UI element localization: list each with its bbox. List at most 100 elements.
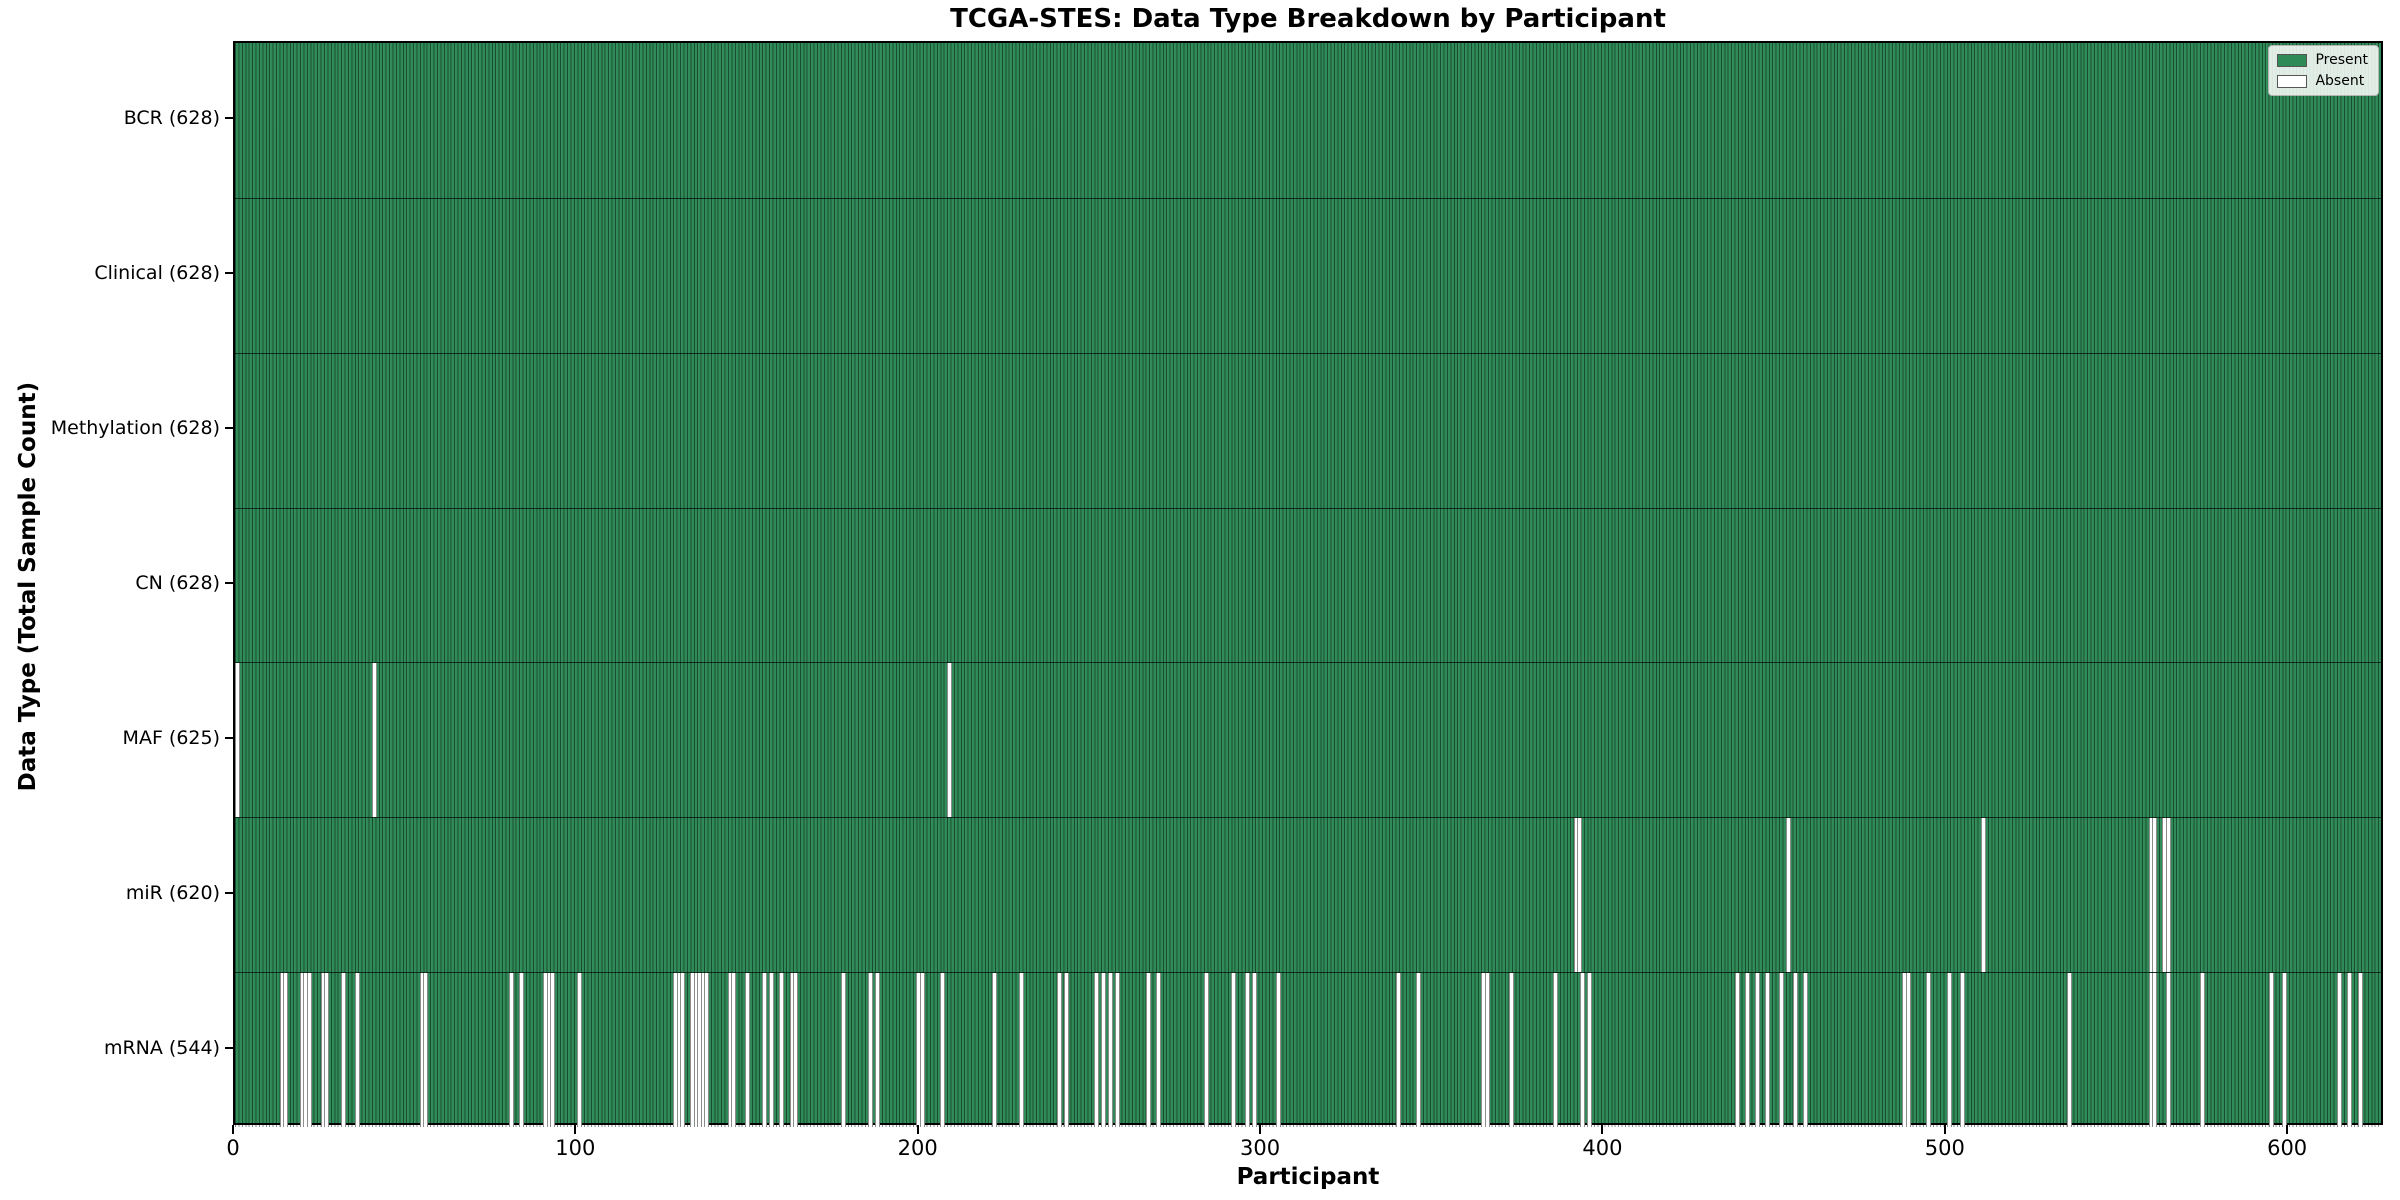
- x-tick-label-400: 400: [1582, 1136, 1623, 1160]
- y-tick-mark: [225, 736, 233, 739]
- absent-bar: [2282, 973, 2288, 1127]
- absent-bar: [282, 973, 288, 1127]
- x-tick-label-500: 500: [1924, 1136, 1965, 1160]
- absent-bar: [1244, 973, 1250, 1127]
- x-tick-mark: [916, 1125, 919, 1134]
- absent-bar: [919, 973, 925, 1127]
- row-mRNA: [235, 972, 2381, 1127]
- y-tick-mark: [225, 582, 233, 584]
- absent-bar: [1416, 973, 1422, 1127]
- absent-bar: [1744, 973, 1750, 1127]
- x-tick-mark: [1943, 1125, 1946, 1134]
- absent-bar: [704, 973, 710, 1127]
- absent-bar: [1108, 973, 1113, 1127]
- y-tick-mark: [225, 891, 233, 894]
- absent-bar: [423, 973, 429, 1127]
- absent-bar: [1792, 973, 1798, 1127]
- absent-bar: [868, 973, 874, 1127]
- absent-bar: [1395, 973, 1401, 1127]
- y-tick-mark: [225, 117, 233, 120]
- absent-bar: [1580, 973, 1586, 1127]
- row-MAF: [235, 662, 2381, 818]
- y-tick-label-CN: CN (628): [135, 572, 220, 594]
- x-axis-title: Participant: [1236, 1164, 1380, 1190]
- x-tick-label-200: 200: [897, 1136, 938, 1160]
- y-tick-label-Methylation: Methylation (628): [50, 417, 220, 440]
- absent-bar: [1577, 818, 1583, 973]
- absent-bar: [2152, 973, 2158, 1127]
- absent-bar: [2337, 973, 2343, 1127]
- absent-bar: [2200, 973, 2206, 1127]
- absent-bar: [549, 973, 555, 1127]
- absent-bar: [680, 973, 686, 1127]
- absent-bar: [762, 973, 768, 1127]
- x-tick-mark: [1259, 1125, 1262, 1134]
- absent-bar: [2268, 973, 2274, 1127]
- legend-swatch-absent: [2277, 74, 2308, 88]
- y-tick-label-miR: miR (620): [125, 881, 220, 904]
- absent-bar: [1484, 973, 1490, 1127]
- absent-bar: [793, 973, 799, 1127]
- absent-bar: [1765, 973, 1771, 1127]
- row-CN: [235, 507, 2381, 663]
- absent-bar: [1231, 973, 1237, 1127]
- absent-bar: [779, 973, 785, 1127]
- x-tick-label-0: 0: [226, 1136, 240, 1160]
- y-tick-label-BCR: BCR (628): [123, 107, 220, 130]
- row-BCR: [235, 43, 2381, 198]
- absent-bar: [1946, 973, 1952, 1127]
- absent-bar: [1981, 818, 1987, 973]
- y-tick-label-MAF: MAF (625): [122, 726, 220, 749]
- x-tick-label-100: 100: [555, 1136, 596, 1160]
- absent-bar: [1905, 973, 1911, 1127]
- absent-bar: [519, 973, 525, 1127]
- absent-bar: [1094, 973, 1100, 1127]
- legend-label: Present: [2315, 52, 2368, 68]
- absent-bar: [840, 973, 846, 1127]
- legend-swatch-present: [2277, 53, 2308, 67]
- absent-bar: [508, 973, 514, 1127]
- x-tick-mark: [574, 1125, 577, 1134]
- y-tick-mark: [225, 272, 233, 275]
- absent-bar: [1587, 973, 1593, 1127]
- absent-bar: [940, 973, 946, 1127]
- row-Methylation: [235, 352, 2381, 508]
- absent-bar: [1275, 973, 1281, 1127]
- absent-bar: [1553, 973, 1559, 1127]
- absent-bar: [1056, 973, 1062, 1127]
- absent-bar: [2066, 973, 2072, 1127]
- absent-bar: [577, 973, 583, 1127]
- absent-bar: [731, 973, 737, 1127]
- absent-bar: [2152, 818, 2158, 973]
- absent-bar: [1063, 973, 1069, 1127]
- absent-bar: [2357, 973, 2363, 1127]
- x-tick-mark: [1601, 1125, 1604, 1134]
- absent-bar: [235, 663, 240, 818]
- absent-bar: [1145, 973, 1151, 1127]
- y-tick-mark: [225, 1046, 233, 1049]
- chart-title: TCGA-STES: Data Type Breakdown by Partic…: [950, 4, 1666, 34]
- absent-bar: [947, 663, 953, 818]
- absent-bar: [1114, 973, 1120, 1127]
- row-Clinical: [235, 197, 2381, 353]
- legend-label: Absent: [2315, 73, 2365, 89]
- absent-bar: [1251, 973, 1257, 1127]
- absent-bar: [1508, 973, 1514, 1127]
- absent-bar: [1785, 818, 1791, 973]
- row-miR: [235, 817, 2381, 973]
- y-tick-mark: [225, 427, 233, 430]
- absent-bar: [1755, 973, 1761, 1127]
- absent-bar: [354, 973, 360, 1127]
- legend-entry-present: Present: [2277, 52, 2368, 68]
- absent-bar: [2347, 973, 2353, 1127]
- x-tick-mark: [232, 1125, 234, 1134]
- plot-area: [233, 41, 2383, 1127]
- y-tick-label-mRNA: mRNA (544): [103, 1036, 220, 1059]
- x-tick-label-300: 300: [1240, 1136, 1281, 1160]
- absent-bar: [1203, 973, 1209, 1127]
- absent-bar: [1155, 973, 1161, 1127]
- absent-bar: [324, 973, 329, 1127]
- absent-bar: [745, 973, 751, 1127]
- legend: Present Absent: [2268, 45, 2379, 96]
- absent-bar: [1734, 973, 1740, 1127]
